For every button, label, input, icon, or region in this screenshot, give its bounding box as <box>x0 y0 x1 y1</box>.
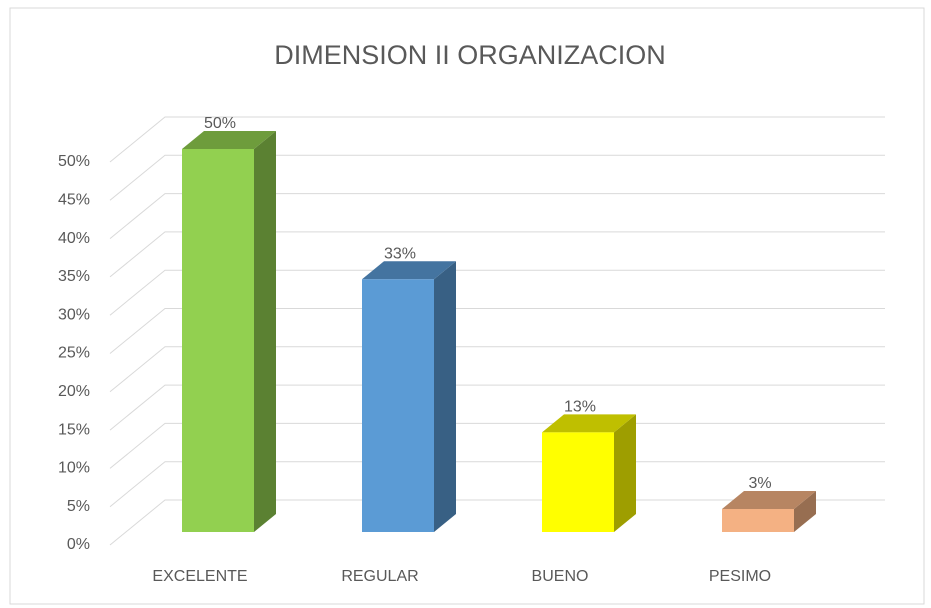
grid-line <box>109 499 885 546</box>
x-tick-label: PESIMO <box>709 568 771 585</box>
y-tick-label: 35% <box>58 268 90 285</box>
bar-side <box>614 414 636 532</box>
grid-line <box>109 422 885 469</box>
grid-line <box>109 116 885 163</box>
x-tick-label: BUENO <box>532 568 589 585</box>
bar-top <box>722 491 816 510</box>
bar-top <box>362 261 456 280</box>
bar <box>362 261 456 532</box>
bar-top <box>542 414 636 433</box>
grid-line <box>109 308 885 354</box>
y-tick-label: 5% <box>67 498 90 515</box>
y-tick-label: 10% <box>58 460 90 477</box>
grid-line <box>109 384 885 431</box>
y-tick-label: 50% <box>58 153 90 170</box>
grid-line <box>109 231 885 278</box>
bar <box>542 414 636 532</box>
grid-line <box>109 154 885 201</box>
bar-front <box>362 279 434 532</box>
value-label: 3% <box>748 475 771 492</box>
y-tick-label: 0% <box>67 536 90 553</box>
grid-line <box>109 193 885 239</box>
bar-top <box>182 131 276 149</box>
grid-line <box>109 269 885 316</box>
bar-front <box>182 149 254 532</box>
bar-front <box>722 509 794 532</box>
grid-line <box>109 461 885 508</box>
y-tick-label: 15% <box>58 421 90 438</box>
chart-title: DIMENSION II ORGANIZACION <box>274 40 666 70</box>
y-tick-label: 25% <box>58 345 90 362</box>
value-label: 50% <box>204 115 236 132</box>
bar <box>722 491 816 532</box>
bar-side <box>434 261 456 532</box>
value-label: 13% <box>564 399 596 416</box>
bar-front <box>542 432 614 532</box>
grid-line <box>109 346 885 393</box>
y-tick-label: 40% <box>58 230 90 247</box>
bar-side <box>254 131 276 532</box>
x-tick-label: EXCELENTE <box>152 568 247 585</box>
bar <box>182 131 276 532</box>
y-tick-label: 30% <box>58 306 90 323</box>
y-tick-label: 20% <box>58 383 90 400</box>
x-tick-label: REGULAR <box>341 568 418 585</box>
y-tick-label: 45% <box>58 192 90 209</box>
value-label: 33% <box>384 245 416 262</box>
bar-side <box>794 491 816 532</box>
